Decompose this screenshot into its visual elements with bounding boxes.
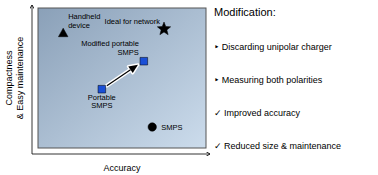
arrow-halo <box>107 70 131 86</box>
point-label: Ideal for network <box>105 17 161 26</box>
x-direction-arrow <box>32 154 210 155</box>
plot-marks <box>58 22 170 131</box>
notes-item: ‣ Measuring both polarities <box>214 75 323 85</box>
notes-item: ‣ Discarding unipolar charger <box>214 42 332 52</box>
notes-item: ✓ Reduced size & maintenance <box>214 141 341 151</box>
point-label-line: SMPS <box>161 123 182 132</box>
point <box>148 123 156 131</box>
point-label: Modified portableSMPS <box>81 39 139 57</box>
point-label: PortableSMPS <box>88 93 116 111</box>
arrow-halo-head <box>128 65 138 73</box>
point-label-line: Handheld <box>68 12 100 21</box>
x-axis-label: Accuracy <box>103 163 141 173</box>
y-axis-label-line: & Easy maintenance <box>15 37 25 120</box>
point-label: SMPS <box>161 123 182 132</box>
chart: Accuracy Compactness& Easy maintenance Han… <box>0 0 378 175</box>
point-label-line: Ideal for network <box>105 17 161 26</box>
point-labels: Handhelddevice Ideal for network Modified … <box>68 12 182 131</box>
arrow-annotation <box>107 65 138 86</box>
point <box>140 57 148 65</box>
y-axis-label: Compactness& Easy maintenance <box>4 37 25 120</box>
notes-title: Modification: <box>214 6 276 18</box>
point <box>58 28 67 37</box>
point-label-line: device <box>68 21 90 30</box>
notes-item: ✓ Improved accuracy <box>214 108 301 118</box>
plot-frame <box>38 8 206 148</box>
arrow-head <box>128 65 138 73</box>
point-label: Handhelddevice <box>68 12 100 30</box>
y-axis-label-line: Compactness <box>4 50 14 106</box>
point-label-line: SMPS <box>118 48 139 57</box>
y-direction-arrow <box>32 5 33 154</box>
point-label-line: SMPS <box>91 101 112 110</box>
arrow-line <box>107 70 131 86</box>
point-label-line: Portable <box>88 93 116 102</box>
point-label-line: Modified portable <box>81 39 139 48</box>
